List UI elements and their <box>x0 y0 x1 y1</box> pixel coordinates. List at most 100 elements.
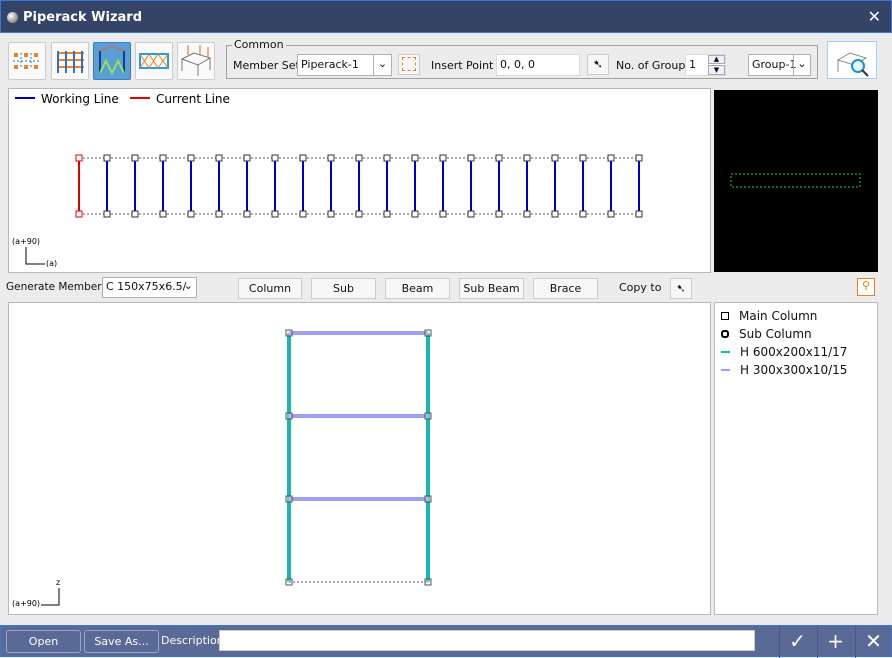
elevation-view-canvas[interactable]: z (a+90) <box>8 302 711 615</box>
plan-node[interactable] <box>439 210 447 218</box>
plan-node[interactable] <box>579 210 587 218</box>
current-line-legend: Current Line <box>156 92 230 106</box>
plan-node[interactable] <box>439 154 447 162</box>
sub-beam-button[interactable]: Sub Beam <box>459 278 524 299</box>
legend-label: H 300x300x10/15 <box>740 363 848 377</box>
plan-node[interactable] <box>411 154 419 162</box>
plan-node[interactable] <box>103 154 111 162</box>
plan-node[interactable] <box>495 154 503 162</box>
plan-node[interactable] <box>355 210 363 218</box>
zoom-3d-icon <box>836 52 869 77</box>
plan-node[interactable] <box>355 154 363 162</box>
legend-item: Sub Column <box>721 327 812 341</box>
plan-node[interactable] <box>159 154 167 162</box>
elevation-node[interactable] <box>285 329 293 337</box>
plan-node[interactable] <box>467 154 475 162</box>
mode-frame-button[interactable] <box>51 42 89 80</box>
cancel-x-icon[interactable]: ✕ <box>855 626 891 658</box>
open-button[interactable]: Open <box>6 630 81 653</box>
legend-item: H 300x300x10/15 <box>721 363 847 377</box>
plan-node[interactable] <box>607 154 615 162</box>
confirm-check-icon[interactable]: ✓ <box>779 626 815 658</box>
plan-node[interactable] <box>187 210 195 218</box>
zoom-search-button[interactable]: ⚲ <box>857 278 875 296</box>
pick-point-button[interactable]: ➷ <box>587 54 609 75</box>
elevation-axis-icon <box>41 588 60 606</box>
plan-node[interactable] <box>635 154 643 162</box>
plan-node[interactable] <box>159 210 167 218</box>
copy-to-pick-button[interactable]: ➷ <box>670 278 692 299</box>
brace-button[interactable]: Brace <box>533 278 598 299</box>
add-plus-icon[interactable]: + <box>817 626 853 658</box>
legend-label: H 600x200x11/17 <box>740 345 848 359</box>
plan-node[interactable] <box>579 154 587 162</box>
group-select[interactable]: Group-1 ⌄ <box>748 54 811 76</box>
legend-item: Main Column <box>721 309 817 323</box>
plan-node[interactable] <box>131 154 139 162</box>
mode-braced-frame-button[interactable] <box>93 42 131 80</box>
line-swatch-icon <box>721 369 730 371</box>
spin-down-button[interactable]: ▼ <box>708 65 725 75</box>
elevation-node[interactable] <box>285 578 293 586</box>
chevron-down-icon: ⌄ <box>373 55 391 75</box>
member-set-select[interactable]: Piperack-1 ⌄ <box>297 54 392 76</box>
plan-node[interactable] <box>187 154 195 162</box>
beam-button[interactable]: Beam <box>385 278 450 299</box>
insert-point-input[interactable]: 0, 0, 0 <box>496 54 580 76</box>
spin-up-button[interactable]: ▲ <box>708 55 725 64</box>
plan-node[interactable] <box>467 210 475 218</box>
plan-node[interactable] <box>215 210 223 218</box>
plan-node[interactable] <box>411 210 419 218</box>
elevation-node[interactable] <box>285 412 293 420</box>
member-set-preview-button[interactable] <box>398 54 420 75</box>
elevation-node[interactable] <box>424 578 432 586</box>
elevation-node[interactable] <box>424 495 432 503</box>
elevation-axis-z-label: z <box>56 578 60 587</box>
plan-node[interactable] <box>551 154 559 162</box>
plan-node[interactable] <box>131 210 139 218</box>
chevron-down-icon: ⌄ <box>183 279 193 292</box>
save-as-button[interactable]: Save As... <box>84 630 159 653</box>
elevation-node[interactable] <box>285 495 293 503</box>
copy-to-label: Copy to <box>619 281 662 294</box>
plan-node[interactable] <box>243 154 251 162</box>
section-select[interactable]: C 150x75x6.5/⌄ <box>102 277 197 298</box>
plan-node[interactable] <box>243 210 251 218</box>
plan-node[interactable] <box>75 210 83 218</box>
mode-grid-button[interactable] <box>8 42 46 80</box>
plan-node[interactable] <box>103 210 111 218</box>
plan-node[interactable] <box>383 210 391 218</box>
mode-3d-load-button[interactable] <box>177 42 215 80</box>
plan-node[interactable] <box>607 210 615 218</box>
plan-view-canvas[interactable]: Working Line Current Line (a+90) (a) <box>8 88 711 273</box>
plan-node[interactable] <box>271 210 279 218</box>
column-button[interactable]: Column <box>238 278 302 299</box>
description-input[interactable] <box>219 630 755 651</box>
elevation-node[interactable] <box>424 329 432 337</box>
3d-preview-button[interactable] <box>827 41 877 79</box>
plan-node[interactable] <box>271 154 279 162</box>
description-label: Description <box>161 634 224 647</box>
plan-node[interactable] <box>327 154 335 162</box>
sub-column-button[interactable]: Sub Column <box>311 278 376 314</box>
plan-node[interactable] <box>299 210 307 218</box>
plan-node[interactable] <box>383 154 391 162</box>
magnifier-icon: ⚲ <box>861 279 871 292</box>
insert-point-label: Insert Point <box>431 59 494 72</box>
mode-plan-brace-button[interactable] <box>135 42 173 80</box>
section-value: C 150x75x6.5/ <box>106 280 187 293</box>
plan-node[interactable] <box>523 154 531 162</box>
plan-node[interactable] <box>523 210 531 218</box>
plan-node[interactable] <box>215 154 223 162</box>
no-of-group-value: 1 <box>689 58 696 71</box>
plan-node[interactable] <box>551 210 559 218</box>
plan-node[interactable] <box>495 210 503 218</box>
plan-node[interactable] <box>299 154 307 162</box>
plan-node[interactable] <box>327 210 335 218</box>
plan-node[interactable] <box>75 154 83 162</box>
elevation-node[interactable] <box>424 412 432 420</box>
minimap[interactable] <box>714 90 878 272</box>
working-line-legend: Working Line <box>41 92 119 106</box>
plan-node[interactable] <box>635 210 643 218</box>
close-icon[interactable]: ✕ <box>867 7 881 26</box>
